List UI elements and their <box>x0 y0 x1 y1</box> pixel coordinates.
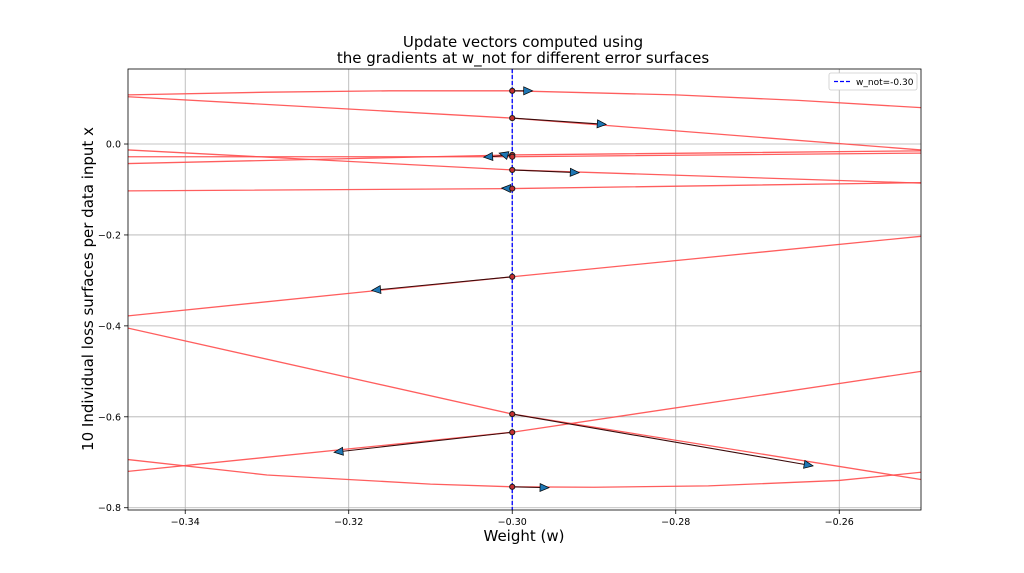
arrow-head <box>498 151 510 160</box>
update-arrow-7 <box>370 276 513 295</box>
point-2 <box>509 115 516 122</box>
arrow-shaft <box>342 431 513 452</box>
legend-box <box>828 72 918 91</box>
x-tick-label: −0.34 <box>171 517 200 528</box>
arrow-shaft <box>512 169 571 173</box>
x-axis-label: Weight (w) <box>484 527 565 545</box>
y-tick-label: −0.8 <box>98 503 121 514</box>
arrow-head <box>596 119 608 129</box>
arrow-shaft <box>512 486 541 489</box>
y-tick-label: −0.4 <box>98 321 121 332</box>
x-ticks: −0.34 −0.32 −0.30 −0.28 −0.26 <box>171 510 854 528</box>
point-9 <box>509 429 516 436</box>
x-tick-label: −0.26 <box>825 517 854 528</box>
point-10 <box>509 483 516 490</box>
x-tick-label: −0.32 <box>334 517 363 528</box>
chart-title-line-2: the gradients at w_not for different err… <box>337 49 709 68</box>
point-1 <box>509 87 516 94</box>
arrow-shaft <box>380 276 513 291</box>
arrow-head <box>482 151 494 161</box>
arrow-head <box>370 284 382 295</box>
plot-background <box>128 69 921 510</box>
arrow-head <box>539 482 550 493</box>
legend-label: w_not=-0.30 <box>856 78 914 88</box>
update-arrow-10 <box>512 482 550 493</box>
arrow-head <box>803 459 814 469</box>
arrow-shaft <box>512 117 598 125</box>
x-tick-label: −0.28 <box>661 517 690 528</box>
point-6 <box>509 185 516 192</box>
y-ticks: 0.0 −0.2 −0.4 −0.6 −0.8 <box>98 140 128 514</box>
chart-title-line-1: Update vectors computed using <box>403 33 643 51</box>
y-tick-label: −0.6 <box>98 412 121 423</box>
update-vectors <box>333 86 814 493</box>
update-arrow-5 <box>512 167 581 177</box>
point-8 <box>509 410 516 418</box>
arrow-shaft <box>512 413 805 465</box>
plot-frame <box>127 68 922 511</box>
point-7 <box>509 273 516 280</box>
update-arrow-9 <box>333 431 513 456</box>
x-tick-label: −0.30 <box>498 517 527 528</box>
evaluation-points <box>509 87 516 490</box>
legend: w_not=-0.30 <box>828 72 918 91</box>
arrow-head <box>569 167 581 177</box>
point-5 <box>509 166 516 174</box>
update-arrow-8 <box>512 413 814 469</box>
arrow-head <box>523 86 534 96</box>
arrow-head <box>333 446 344 456</box>
update-arrow-2 <box>512 117 608 129</box>
point-4 <box>509 153 516 160</box>
loss-curve-10 <box>128 458 921 488</box>
y-tick-label: −0.2 <box>98 230 121 241</box>
y-axis-label: 10 Individual loss surfaces per data inp… <box>79 127 97 451</box>
y-tick-label: 0.0 <box>106 140 121 151</box>
